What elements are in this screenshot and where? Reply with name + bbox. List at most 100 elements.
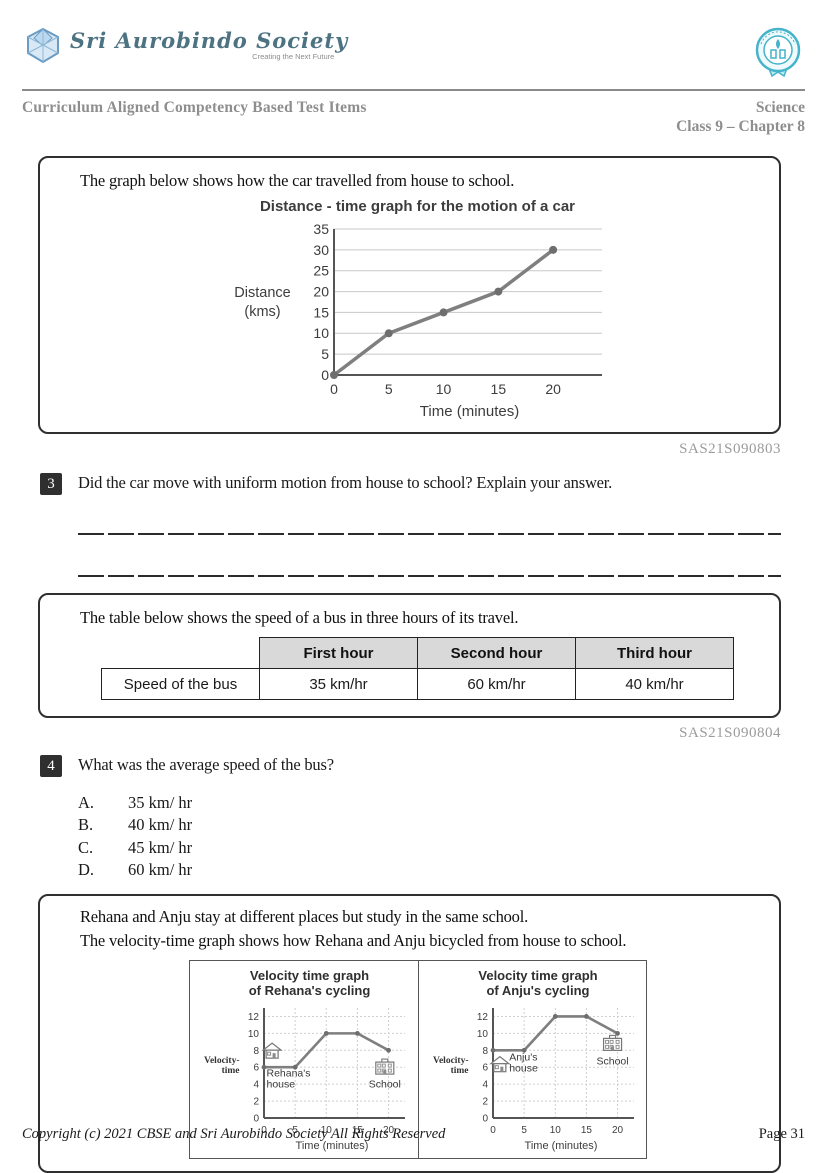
question-4: 4 What was the average speed of the bus?	[40, 754, 781, 778]
answer-line	[78, 533, 781, 536]
table-prompt: The table below shows the speed of a bus…	[80, 608, 519, 628]
chart-xlabel: Time (minutes)	[419, 403, 520, 421]
svg-text:15: 15	[313, 304, 329, 320]
svg-text:10: 10	[476, 1029, 488, 1040]
option-d: D. 60 km/ hr	[78, 859, 193, 879]
svg-text:10: 10	[247, 1029, 259, 1040]
svg-text:Rehana's: Rehana's	[266, 1068, 310, 1080]
svg-text:12: 12	[247, 1012, 259, 1023]
society-name: Sri Aurobindo Society	[70, 28, 349, 53]
svg-text:5: 5	[292, 1125, 298, 1136]
graph-prompt: The graph below shows how the car travel…	[80, 170, 515, 190]
question-number-badge: 3	[40, 473, 62, 496]
svg-text:10: 10	[549, 1125, 561, 1136]
svg-text:2: 2	[253, 1097, 259, 1108]
chart-title: Velocity time graph of Anju's cycling	[478, 968, 598, 999]
svg-text:0: 0	[321, 367, 329, 383]
option-a: A. 35 km/ hr	[78, 793, 193, 813]
chart-ylabel: Velocity-time	[432, 1056, 469, 1077]
table-header: Second hour	[417, 637, 576, 670]
item-code: SAS21S090804	[679, 725, 781, 742]
option-b: B. 40 km/ hr	[78, 815, 193, 835]
page-footer: Copyright (c) 2021 CBSE and Sri Aurobind…	[22, 1126, 805, 1143]
society-logo: Sri Aurobindo Society Creating the Next …	[22, 26, 348, 66]
table-cell: 40 km/hr	[575, 668, 734, 701]
svg-text:10: 10	[435, 381, 451, 397]
table-row: Speed of the bus 35 km/hr 60 km/hr 40 km…	[101, 668, 734, 701]
table-cell: 35 km/hr	[259, 668, 418, 701]
svg-text:12: 12	[476, 1012, 488, 1023]
table-row-label: Speed of the bus	[101, 668, 260, 701]
item-code: SAS21S090803	[679, 441, 781, 458]
question-number-badge: 4	[40, 755, 62, 778]
svg-text:School: School	[368, 1079, 400, 1091]
table-header-blank	[102, 638, 260, 669]
chart-xlabel: Time (minutes)	[295, 1140, 369, 1153]
svg-text:house: house	[509, 1063, 538, 1075]
chart-xlabel: Time (minutes)	[524, 1140, 598, 1153]
svg-text:4: 4	[253, 1080, 259, 1091]
svg-text:15: 15	[490, 381, 506, 397]
chart-ylabel: Distance (kms)	[234, 284, 291, 321]
svg-text:School: School	[596, 1056, 628, 1068]
svg-text:0: 0	[253, 1114, 259, 1125]
anju-chart: Velocity time graph of Anju's cycling Ve…	[417, 961, 646, 1159]
svg-text:0: 0	[482, 1114, 488, 1125]
header-rule	[22, 89, 805, 91]
option-c: C. 45 km/ hr	[78, 837, 193, 857]
svg-text:15: 15	[580, 1125, 592, 1136]
svg-text:6: 6	[482, 1063, 488, 1074]
svg-text:8: 8	[482, 1046, 488, 1057]
svg-text:5: 5	[521, 1125, 527, 1136]
society-diamond-icon	[27, 27, 59, 64]
distance-time-plot: 0 5 10 15 20 25 30 35 0 5 10 15 20	[313, 221, 602, 397]
svg-text:15: 15	[351, 1125, 363, 1136]
svg-text:8: 8	[253, 1046, 259, 1057]
subheader: Curriculum Aligned Competency Based Test…	[22, 99, 805, 137]
svg-text:10: 10	[320, 1125, 332, 1136]
chart-title: Distance - time graph for the motion of …	[259, 198, 576, 216]
cbse-logo	[755, 27, 801, 78]
svg-text:5: 5	[384, 381, 392, 397]
svg-text:30: 30	[313, 242, 329, 258]
chart-ylabel: Velocity-time	[203, 1056, 240, 1077]
table-header: First hour	[259, 637, 418, 670]
svg-text:0: 0	[261, 1125, 267, 1136]
svg-text:6: 6	[253, 1063, 259, 1074]
question-text: Did the car move with uniform motion fro…	[78, 473, 613, 493]
svg-text:0: 0	[490, 1125, 496, 1136]
subject-label: Science	[755, 99, 805, 116]
answer-line	[78, 575, 781, 578]
svg-text:Anju's: Anju's	[509, 1052, 537, 1064]
svg-text:5: 5	[321, 346, 329, 362]
page-number: Page 31	[758, 1126, 805, 1142]
question-text: What was the average speed of the bus?	[78, 755, 334, 775]
svg-text:house: house	[266, 1079, 295, 1091]
svg-text:20: 20	[611, 1125, 623, 1136]
distance-time-chart: Distance - time graph for the motion of …	[232, 198, 604, 420]
mcq-options: A. 35 km/ hr B. 40 km/ hr C. 45 km/ hr D…	[78, 793, 805, 880]
copyright-text: Copyright (c) 2021 CBSE and Sri Aurobind…	[22, 1126, 446, 1142]
chart-title: Velocity time graph of Rehana's cycling	[248, 968, 371, 999]
class-chapter-label: Class 9 – Chapter 8	[676, 117, 805, 135]
question-box-graph: The graph below shows how the car travel…	[38, 155, 781, 435]
doc-title: Curriculum Aligned Competency Based Test…	[22, 99, 367, 116]
velocity-charts-panel: Velocity time graph of Rehana's cycling …	[188, 960, 647, 1160]
svg-text:4: 4	[482, 1080, 488, 1091]
rehana-chart: Velocity time graph of Rehana's cycling …	[190, 961, 418, 1158]
svg-text:25: 25	[313, 263, 329, 279]
velocity-prompt-2: The velocity-time graph shows how Rehana…	[80, 931, 627, 951]
page-header: Sri Aurobindo Society Creating the Next …	[22, 26, 805, 80]
svg-text:10: 10	[313, 325, 329, 341]
svg-text:20: 20	[313, 284, 329, 300]
society-tagline: Creating the Next Future	[252, 52, 335, 61]
question-box-table: The table below shows the speed of a bus…	[38, 593, 781, 719]
svg-text:35: 35	[313, 221, 329, 237]
svg-text:0: 0	[330, 381, 338, 397]
bus-speed-table: First hour Second hour Third hour Speed …	[101, 637, 734, 701]
svg-text:20: 20	[545, 381, 561, 397]
table-header: Third hour	[575, 637, 734, 670]
question-3: 3 Did the car move with uniform motion f…	[40, 472, 781, 496]
